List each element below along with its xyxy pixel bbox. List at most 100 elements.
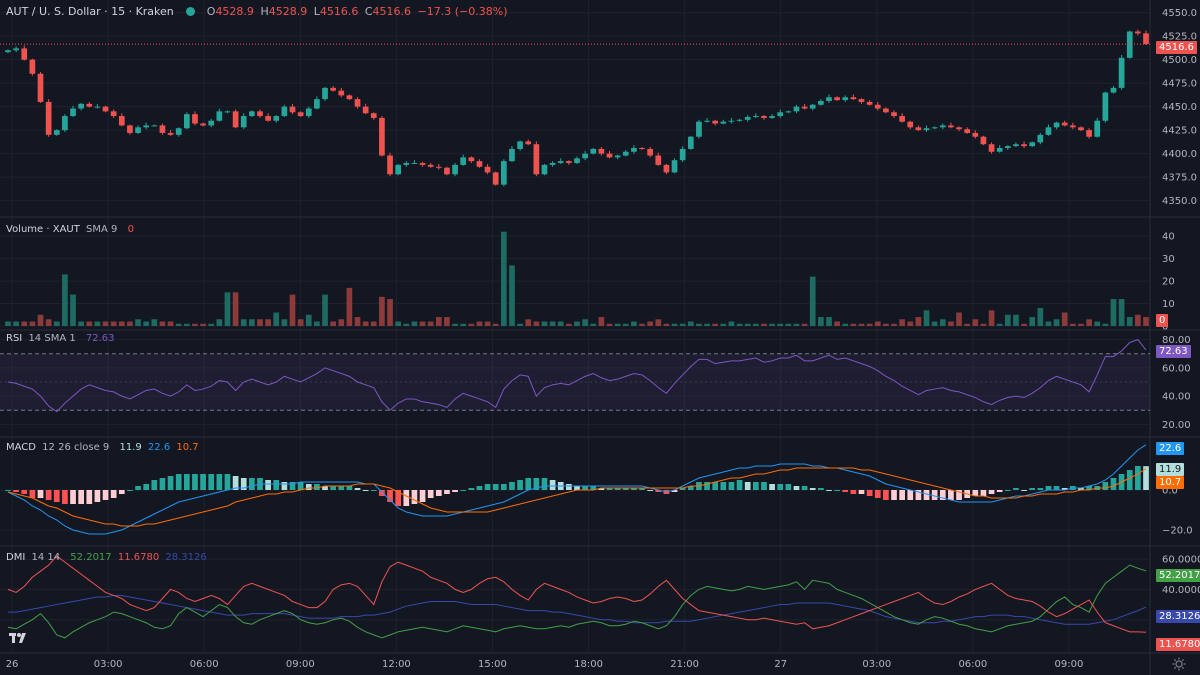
symbol-title[interactable]: AUT / U. S. Dollar · 15 · Kraken xyxy=(6,5,174,18)
macd-histogram-bar xyxy=(379,490,385,496)
macd-histogram-bar xyxy=(850,490,857,494)
macd-histogram-bar xyxy=(338,486,345,490)
macd-histogram-bar xyxy=(1102,482,1109,490)
volume-bar xyxy=(29,321,36,326)
macd-histogram-bar xyxy=(614,488,621,490)
volume-bar xyxy=(1110,299,1117,326)
volume-legend[interactable]: Volume · XAUT SMA 9 0 xyxy=(6,223,137,237)
volume-bar xyxy=(948,321,954,326)
candle-body xyxy=(671,160,678,173)
tradingview-logo-icon[interactable] xyxy=(8,630,30,646)
volume-bar xyxy=(964,323,971,326)
candle-body xyxy=(322,87,328,100)
volume-bar xyxy=(452,323,458,326)
candle-body xyxy=(192,114,198,124)
macd-histogram-bar xyxy=(566,484,572,490)
status-dot-icon xyxy=(186,7,196,16)
macd-histogram-bar xyxy=(289,482,296,490)
time-tick-label: 18:00 xyxy=(574,659,603,670)
candle-body xyxy=(818,101,824,105)
candle-body xyxy=(720,121,727,124)
macd-histogram-bar xyxy=(687,486,694,490)
volume-bar xyxy=(13,321,19,326)
macd-histogram-bar xyxy=(1029,488,1036,490)
macd-tick-label: −20.0 xyxy=(1162,526,1193,537)
candle-body xyxy=(809,104,816,109)
candle-body xyxy=(183,114,190,129)
volume-bar xyxy=(135,319,141,326)
macd-histogram-bar xyxy=(492,484,499,490)
macd-histogram-bar xyxy=(362,490,369,491)
price-candles xyxy=(0,29,1150,187)
candle-body xyxy=(1078,127,1084,131)
macd-histogram-bar xyxy=(346,486,353,490)
settings-gear-icon[interactable] xyxy=(1172,656,1186,671)
volume-bar xyxy=(200,323,206,326)
macd-histogram-bar xyxy=(419,490,426,502)
macd-histogram-bar xyxy=(728,482,735,490)
volume-bar xyxy=(1102,323,1109,326)
volume-bar xyxy=(53,321,60,326)
macd-histogram-bar xyxy=(874,490,881,498)
volume-bar xyxy=(240,319,247,326)
macd-histogram-bar xyxy=(94,490,101,502)
candle-body xyxy=(696,121,702,137)
macd-histogram-bar xyxy=(110,490,117,498)
candle-body xyxy=(273,116,280,121)
macd-histogram-bar xyxy=(183,474,190,490)
candle-body xyxy=(240,116,247,128)
macd-histogram-bar xyxy=(899,490,905,500)
candle-body xyxy=(13,48,19,51)
candle-body xyxy=(370,113,377,118)
macd-histogram-bar xyxy=(444,490,450,494)
axis-labels: 26 03:00 06:00 09:00 12:00 15:00 18:00 21:00 27 0… xyxy=(6,8,1200,670)
volume-bar xyxy=(671,323,678,326)
macd-histogram-bar xyxy=(744,482,751,490)
candle-body xyxy=(379,117,385,156)
macd-legend[interactable]: MACD 12 26 close 9 11.9 22.6 10.7 xyxy=(6,441,202,455)
volume-bar xyxy=(500,231,507,326)
volume-bar xyxy=(647,321,654,326)
volume-bar xyxy=(801,323,808,326)
rsi-legend[interactable]: RSI 14 SMA 1 72.63 xyxy=(6,332,118,346)
candle-body xyxy=(468,157,475,162)
rsi-line-group xyxy=(7,339,1147,413)
candle-body xyxy=(915,127,922,131)
volume-bar xyxy=(704,323,710,326)
dmi-group xyxy=(7,555,1147,639)
macd-histogram-bar xyxy=(460,490,467,491)
volume-bar xyxy=(118,321,125,326)
macd-histogram-bar xyxy=(671,490,678,492)
volume-bar xyxy=(322,294,328,326)
macd-histogram-bar xyxy=(370,490,377,491)
volume-bar xyxy=(761,323,767,326)
price-change: −17.3 (−0.38%) xyxy=(417,5,508,18)
candle-body xyxy=(533,144,540,175)
macd-histogram-bar xyxy=(931,490,938,500)
time-tick-label: 03:00 xyxy=(862,659,891,670)
volume-bar xyxy=(1029,317,1036,326)
volume-bar xyxy=(655,319,662,326)
time-tick-label: 27 xyxy=(774,659,787,670)
volume-bar xyxy=(127,321,133,326)
rsi-legend-name: RSI xyxy=(6,333,23,344)
candle-body xyxy=(224,111,231,113)
ohlc-low-value: 4516.6 xyxy=(319,5,359,18)
ohlc-open-label: O xyxy=(206,5,216,18)
candle-body xyxy=(988,144,995,152)
volume-bar xyxy=(752,323,759,326)
dmi-legend[interactable]: DMI 14 14 52.2017 11.6780 28.3126 xyxy=(6,551,210,565)
macd-histogram-bar xyxy=(818,488,824,490)
adx-line xyxy=(8,594,1147,625)
candle-body xyxy=(582,153,588,159)
volume-bar xyxy=(232,292,239,326)
volume-bar xyxy=(338,319,345,326)
macd-histogram-bar xyxy=(655,490,662,492)
candle-body xyxy=(598,148,605,154)
volume-bar xyxy=(541,321,548,326)
volume-bar xyxy=(297,319,304,326)
dmi-legend-v1: 52.2017 xyxy=(70,552,112,563)
candle-body xyxy=(5,50,11,53)
